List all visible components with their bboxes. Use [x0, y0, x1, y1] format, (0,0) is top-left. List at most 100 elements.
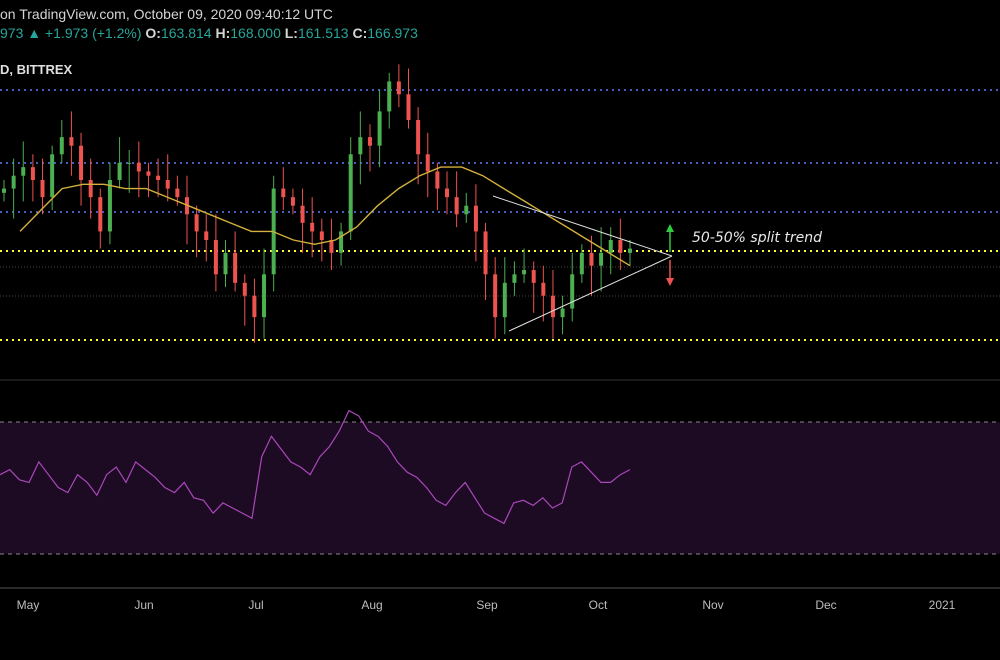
bottom-bar: [0, 618, 1000, 660]
candle-body: [262, 274, 267, 318]
candle-body: [156, 175, 161, 180]
candle-body: [608, 240, 613, 253]
candle-body: [493, 274, 498, 318]
candle-body: [348, 154, 353, 232]
candle-body: [165, 180, 170, 189]
candle-body: [531, 270, 536, 283]
candle-body: [464, 205, 469, 215]
candle-body: [233, 252, 238, 283]
close-value: 166.973: [367, 25, 418, 41]
candle-body: [473, 205, 478, 232]
split-arrows: [666, 224, 674, 286]
candle-body: [435, 171, 440, 189]
candle-body: [339, 231, 344, 253]
candle-body: [628, 248, 632, 253]
candle-body: [358, 137, 363, 155]
symbol-label: D, BITTREX: [0, 62, 73, 77]
candle-body: [550, 295, 555, 318]
header-text: on TradingView.com, October 09, 2020 09:…: [0, 6, 333, 22]
candle-body: [541, 282, 546, 296]
candle-body: [329, 240, 334, 253]
candle-body: [570, 274, 575, 309]
open-label: O:: [145, 25, 161, 41]
candle-body: [396, 81, 401, 95]
triangle-pattern: [492, 195, 673, 332]
x-tick-dec: Dec: [815, 598, 837, 612]
down-arrowhead: [666, 278, 674, 286]
x-tick-may: May: [16, 598, 40, 612]
candle-body: [290, 197, 295, 206]
candle-body: [512, 274, 517, 283]
candle-body: [2, 188, 6, 193]
candle-body: [98, 197, 103, 232]
x-tick-sep: Sep: [476, 598, 498, 612]
candle-body: [367, 137, 372, 146]
candle-body: [377, 111, 382, 146]
header-ohlc-line: 973 ▲ +1.973 (+1.2%) O:163.814 H:168.000…: [0, 25, 418, 41]
x-tick-2021: 2021: [928, 598, 956, 612]
high-label: H:: [215, 25, 231, 41]
candle-body: [445, 188, 450, 198]
x-tick-nov: Nov: [702, 598, 724, 612]
x-tick-aug: Aug: [361, 598, 383, 612]
candle-body: [127, 162, 132, 164]
candle-body: [50, 154, 55, 198]
candle-body: [425, 154, 430, 172]
candle-body: [223, 252, 228, 275]
candle-body: [21, 167, 26, 176]
candle-body: [599, 252, 604, 266]
candle-body: [319, 231, 324, 240]
candle-body: [30, 167, 35, 180]
candle-body: [11, 175, 16, 189]
low-value: 161.513: [297, 25, 349, 41]
candle-body: [502, 282, 507, 318]
candle-body: [88, 180, 93, 198]
horizontal-levels: [0, 89, 1000, 341]
candle-body: [483, 231, 488, 275]
candle-body: [175, 188, 180, 198]
price-change: ▲ +1.973 (+1.2%): [27, 25, 142, 41]
moving-average-line: [19, 166, 631, 267]
candle-body: [136, 162, 141, 172]
candle-body: [194, 214, 199, 232]
candle-body: [242, 282, 247, 296]
low-label: L:: [284, 25, 298, 41]
candle-body: [589, 252, 594, 266]
candle-body: [560, 308, 565, 318]
rsi-line: [0, 409, 631, 525]
candle-body: [416, 120, 421, 155]
high-value: 168.000: [230, 25, 281, 41]
rsi-band: [0, 422, 1000, 554]
candle-body: [252, 295, 257, 318]
up-arrowhead: [666, 224, 674, 232]
candle-body: [281, 188, 286, 198]
x-tick-jun: Jun: [134, 598, 154, 612]
candle-body: [300, 205, 305, 223]
header-source-line: on TradingView.com, October 09, 2020 09:…: [0, 6, 333, 22]
candle-body: [387, 81, 392, 112]
annotation-text: 50-50% split trend: [692, 230, 822, 246]
triangle-upper-trendline: [492, 195, 673, 257]
triangle-lower-trendline: [508, 255, 673, 332]
candle-body: [522, 270, 527, 275]
candle-body: [146, 171, 151, 176]
x-tick-oct: Oct: [588, 598, 608, 612]
candle-body: [69, 137, 74, 146]
close-label: C:: [352, 25, 368, 41]
open-value: 163.814: [160, 25, 212, 41]
candles: [2, 64, 632, 343]
candle-body: [310, 222, 315, 232]
candle-body: [406, 94, 411, 120]
candle-body: [107, 180, 112, 232]
candle-body: [204, 231, 209, 240]
last-price: 973: [0, 25, 24, 41]
candle-body: [40, 180, 45, 198]
candle-body: [579, 252, 584, 275]
candle-body: [454, 197, 459, 215]
candle-body: [618, 240, 623, 253]
x-tick-jul: Jul: [248, 598, 264, 612]
candle-body: [79, 145, 84, 180]
candle-body: [117, 162, 122, 180]
candle-body: [59, 137, 64, 155]
